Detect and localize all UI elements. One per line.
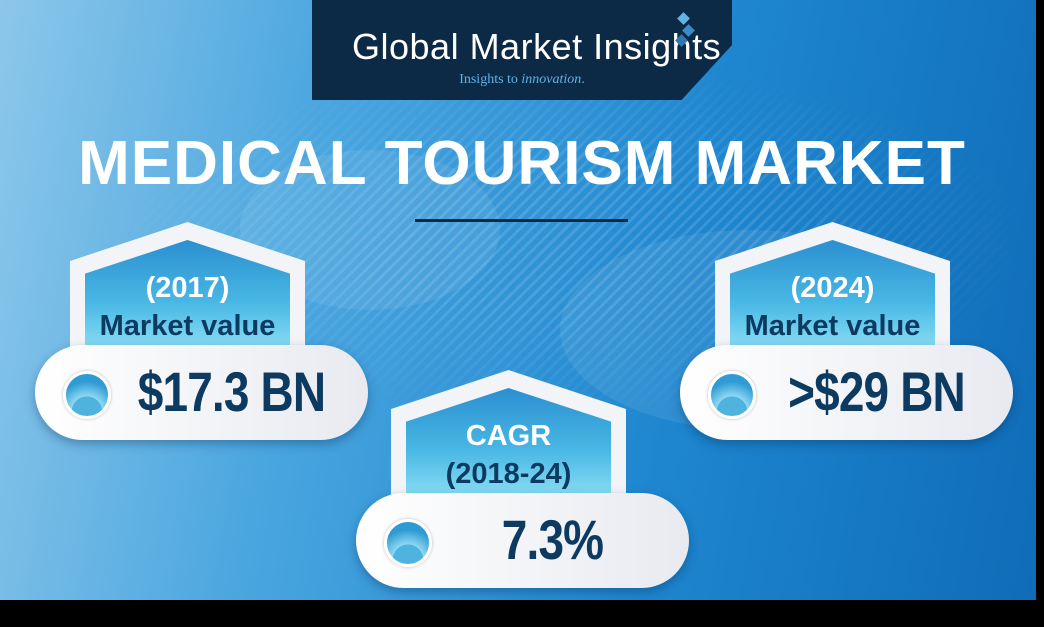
value-pill: $17.3 BN — [35, 345, 368, 440]
bullet-icon — [63, 371, 111, 419]
brand-tagline: Insights to innovation. — [459, 72, 585, 87]
stat-sublabel: (2018-24) — [445, 458, 572, 490]
infographic: Global Market Insights Insights to innov… — [0, 0, 1036, 600]
stat-sublabel: Market value — [744, 310, 921, 342]
stat-label: (2017) — [145, 272, 230, 304]
stat-label: CAGR — [465, 420, 552, 452]
stat-sublabel: Market value — [99, 310, 276, 342]
bullet-icon — [708, 371, 756, 419]
stat-label: (2024) — [790, 272, 875, 304]
stat-card-2024: (2024) Market value >$29 BN — [680, 222, 1015, 442]
stat-card-cagr: CAGR (2018-24) 7.3% — [356, 370, 691, 590]
stat-value: $17.3 BN — [137, 360, 326, 423]
stat-card-2017: (2017) Market value $17.3 BN — [35, 222, 370, 442]
brand-name: Global Market Insights — [352, 26, 722, 67]
page-title: MEDICAL TOURISM MARKET — [78, 129, 966, 198]
value-pill: >$29 BN — [680, 345, 1013, 440]
stat-value: 7.3% — [501, 508, 604, 571]
title-divider — [415, 219, 628, 222]
bullet-icon — [384, 519, 432, 567]
diamond-logo-icon — [674, 12, 695, 54]
value-pill: 7.3% — [356, 493, 689, 588]
brand-logo: Global Market Insights Insights to innov… — [312, 0, 732, 100]
stat-value: >$29 BN — [788, 360, 966, 423]
